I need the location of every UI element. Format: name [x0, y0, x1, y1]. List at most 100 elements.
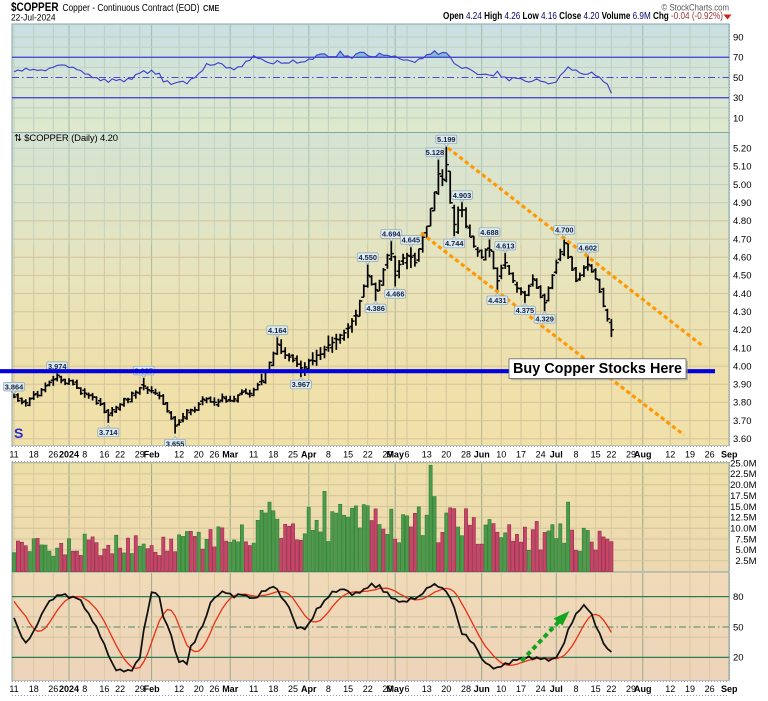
svg-text:28: 28	[461, 450, 471, 460]
svg-text:4.70: 4.70	[733, 234, 752, 245]
svg-text:17: 17	[516, 450, 526, 460]
svg-text:5.128: 5.128	[426, 148, 445, 157]
svg-text:29: 29	[135, 684, 145, 694]
svg-text:15: 15	[343, 450, 353, 460]
svg-text:12: 12	[665, 450, 675, 460]
svg-text:4.40: 4.40	[733, 289, 752, 300]
svg-text:Jun: Jun	[474, 684, 490, 694]
svg-text:17.5M: 17.5M	[730, 491, 756, 502]
svg-text:3.60: 3.60	[733, 434, 752, 445]
svg-text:19: 19	[685, 450, 695, 460]
svg-text:29: 29	[626, 450, 636, 460]
svg-text:CME: CME	[203, 3, 220, 13]
svg-text:20: 20	[441, 450, 451, 460]
svg-text:24: 24	[536, 450, 546, 460]
svg-text:6: 6	[404, 684, 409, 694]
svg-text:18: 18	[29, 684, 39, 694]
svg-text:Mar: Mar	[222, 684, 239, 694]
svg-text:22: 22	[606, 684, 616, 694]
svg-text:4.329: 4.329	[535, 315, 554, 324]
svg-text:Apr: Apr	[301, 450, 317, 460]
svg-text:4.688: 4.688	[480, 228, 499, 237]
svg-text:4.466: 4.466	[386, 290, 405, 299]
svg-text:16: 16	[99, 684, 109, 694]
svg-text:Sep: Sep	[721, 450, 738, 460]
svg-text:4.00: 4.00	[733, 361, 752, 372]
svg-text:10: 10	[496, 450, 506, 460]
svg-text:13: 13	[422, 450, 432, 460]
svg-text:18: 18	[268, 450, 278, 460]
svg-text:8: 8	[326, 450, 331, 460]
svg-text:15: 15	[591, 684, 601, 694]
svg-text:29: 29	[382, 684, 392, 694]
svg-text:22.5M: 22.5M	[730, 469, 756, 480]
svg-text:Aug: Aug	[634, 450, 652, 460]
svg-text:29: 29	[135, 450, 145, 460]
svg-text:S: S	[14, 425, 23, 441]
svg-text:12: 12	[174, 450, 184, 460]
svg-text:5.10: 5.10	[733, 162, 752, 173]
svg-text:5.20: 5.20	[733, 144, 752, 155]
svg-text:10: 10	[733, 113, 744, 124]
svg-text:May: May	[386, 450, 404, 460]
svg-text:26: 26	[209, 450, 219, 460]
svg-text:May: May	[386, 684, 404, 694]
svg-text:6: 6	[404, 450, 409, 460]
svg-text:15: 15	[591, 450, 601, 460]
svg-text:15.0M: 15.0M	[730, 502, 756, 513]
svg-text:Feb: Feb	[144, 684, 161, 694]
svg-text:5.00: 5.00	[733, 180, 752, 191]
svg-text:4.60: 4.60	[733, 253, 752, 264]
svg-text:20.0M: 20.0M	[730, 480, 756, 491]
svg-text:8: 8	[82, 684, 87, 694]
svg-text:Buy Copper Stocks Here: Buy Copper Stocks Here	[513, 361, 682, 377]
svg-text:4.386: 4.386	[366, 304, 385, 313]
svg-text:Copper - Continuous Contract (: Copper - Continuous Contract (EOD)	[63, 3, 200, 14]
svg-text:4.645: 4.645	[402, 236, 421, 245]
svg-text:20: 20	[194, 684, 204, 694]
svg-text:11: 11	[9, 684, 18, 694]
svg-text:5.199: 5.199	[437, 135, 456, 144]
svg-text:11: 11	[9, 450, 18, 460]
svg-text:22: 22	[363, 450, 373, 460]
svg-text:4.694: 4.694	[382, 230, 401, 239]
svg-text:8: 8	[82, 450, 87, 460]
svg-text:4.744: 4.744	[445, 239, 464, 248]
svg-text:4.90: 4.90	[733, 198, 752, 209]
svg-text:11: 11	[249, 450, 258, 460]
svg-text:Sep: Sep	[721, 684, 738, 694]
svg-text:$COPPER: $COPPER	[11, 2, 59, 14]
svg-text:22: 22	[606, 450, 616, 460]
svg-text:3.80: 3.80	[733, 398, 752, 409]
svg-text:4.50: 4.50	[733, 271, 752, 282]
svg-text:2.5M: 2.5M	[735, 556, 756, 567]
svg-text:16: 16	[99, 450, 109, 460]
svg-text:3.714: 3.714	[99, 428, 118, 437]
svg-text:10: 10	[496, 684, 506, 694]
svg-text:22: 22	[115, 684, 125, 694]
svg-text:2024: 2024	[59, 684, 79, 694]
svg-text:22: 22	[363, 684, 373, 694]
svg-text:7.5M: 7.5M	[735, 534, 756, 545]
svg-text:80: 80	[733, 592, 744, 603]
svg-text:Feb: Feb	[144, 450, 161, 460]
svg-text:4.20: 4.20	[733, 325, 752, 336]
svg-text:18: 18	[29, 450, 39, 460]
svg-text:3.90: 3.90	[733, 380, 752, 391]
svg-text:8: 8	[326, 684, 331, 694]
svg-text:4.700: 4.700	[555, 226, 574, 235]
svg-text:8: 8	[573, 450, 578, 460]
svg-text:4.613: 4.613	[496, 241, 515, 250]
svg-text:4.431: 4.431	[488, 296, 507, 305]
svg-text:29: 29	[382, 450, 392, 460]
svg-text:12.5M: 12.5M	[730, 513, 756, 524]
svg-text:17: 17	[516, 684, 526, 694]
svg-text:22-Jul-2024: 22-Jul-2024	[11, 13, 56, 24]
svg-text:28: 28	[461, 684, 471, 694]
svg-text:50: 50	[733, 73, 744, 84]
svg-text:3.864: 3.864	[5, 382, 24, 391]
svg-text:90: 90	[733, 32, 744, 43]
svg-text:8: 8	[573, 684, 578, 694]
svg-text:30: 30	[733, 93, 744, 104]
svg-text:70: 70	[733, 53, 744, 64]
